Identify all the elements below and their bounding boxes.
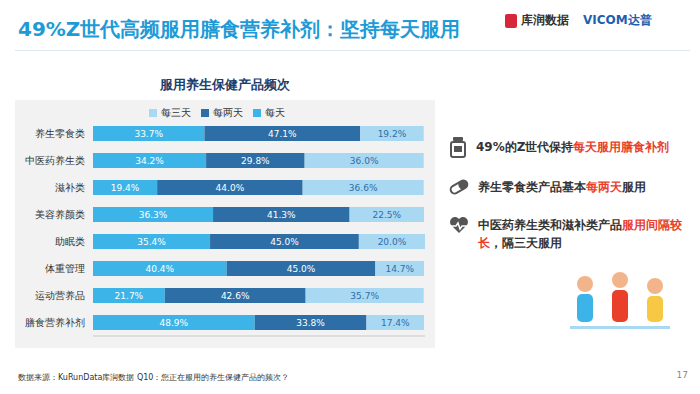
html-text:中医药养生类和滋补类产品服用间隔较长，隔三天服用: 中医药养生类和滋补类产品服用间隔较长，隔三天服用 bbox=[478, 218, 682, 250]
html-text:VICOM达普: VICOM达普 bbox=[583, 13, 652, 27]
html-text:数据来源：KuRunData库润数据 Q10：您正在服用的养: 数据来源：KuRunData库润数据 Q10：您正在服用的养生保健产品的频次？ bbox=[18, 373, 290, 382]
svg-text:21.7%: 21.7% bbox=[115, 291, 144, 301]
svg-text:20.0%: 20.0% bbox=[378, 237, 407, 247]
svg-text:养生零食类: 养生零食类 bbox=[35, 128, 85, 139]
svg-text:36.0%: 36.0% bbox=[350, 156, 379, 166]
svg-text:47.1%: 47.1% bbox=[268, 129, 297, 139]
svg-text:45.0%: 45.0% bbox=[270, 237, 299, 247]
svg-text:29.8%: 29.8% bbox=[241, 156, 270, 166]
html-text:每两天: 每两天 bbox=[213, 107, 243, 118]
svg-text:中医药养生类: 中医药养生类 bbox=[25, 155, 85, 166]
html-text:17: 17 bbox=[676, 370, 688, 380]
svg-text:42.6%: 42.6% bbox=[221, 291, 250, 301]
html-text:49%Z世代高频服用膳食营养补剂：坚持每天服用: 49%Z世代高频服用膳食营养补剂：坚持每天服用 bbox=[18, 17, 461, 41]
svg-text:体重管理: 体重管理 bbox=[45, 263, 85, 274]
svg-text:22.5%: 22.5% bbox=[373, 210, 402, 220]
svg-text:40.4%: 40.4% bbox=[145, 264, 174, 274]
html-text:养生零食类产品基本每两天服用: 养生零食类产品基本每两天服用 bbox=[478, 180, 646, 194]
html-text:49%的Z世代保持每天服用膳食补剂: 49%的Z世代保持每天服用膳食补剂 bbox=[476, 140, 670, 154]
svg-text:45.0%: 45.0% bbox=[287, 264, 316, 274]
svg-text:36.6%: 36.6% bbox=[349, 183, 378, 193]
svg-text:19.2%: 19.2% bbox=[378, 129, 407, 139]
svg-text:35.4%: 35.4% bbox=[137, 237, 166, 247]
svg-text:33.7%: 33.7% bbox=[134, 129, 163, 139]
svg-text:17.4%: 17.4% bbox=[381, 318, 410, 328]
svg-text:44.0%: 44.0% bbox=[216, 183, 245, 193]
svg-text:膳食营养补剂: 膳食营养补剂 bbox=[25, 317, 85, 328]
html-text:每天: 每天 bbox=[265, 107, 285, 118]
svg-text:美容养颜类: 美容养颜类 bbox=[35, 209, 85, 220]
svg-text:48.9%: 48.9% bbox=[160, 318, 189, 328]
svg-text:14.7%: 14.7% bbox=[385, 264, 414, 274]
html-text:服用养生保健产品频次: 服用养生保健产品频次 bbox=[160, 77, 290, 92]
svg-text:35.7%: 35.7% bbox=[350, 291, 379, 301]
svg-text:助眠类: 助眠类 bbox=[55, 236, 85, 247]
svg-text:滋补类: 滋补类 bbox=[55, 182, 85, 193]
svg-text:运动营养品: 运动营养品 bbox=[35, 290, 85, 301]
svg-text:33.8%: 33.8% bbox=[296, 318, 325, 328]
svg-text:36.3%: 36.3% bbox=[139, 210, 168, 220]
html-text:每三天: 每三天 bbox=[161, 107, 191, 118]
html-text:库润数据: 库润数据 bbox=[521, 13, 569, 27]
svg-text:41.3%: 41.3% bbox=[267, 210, 296, 220]
svg-text:34.2%: 34.2% bbox=[135, 156, 164, 166]
svg-text:19.4%: 19.4% bbox=[111, 183, 140, 193]
